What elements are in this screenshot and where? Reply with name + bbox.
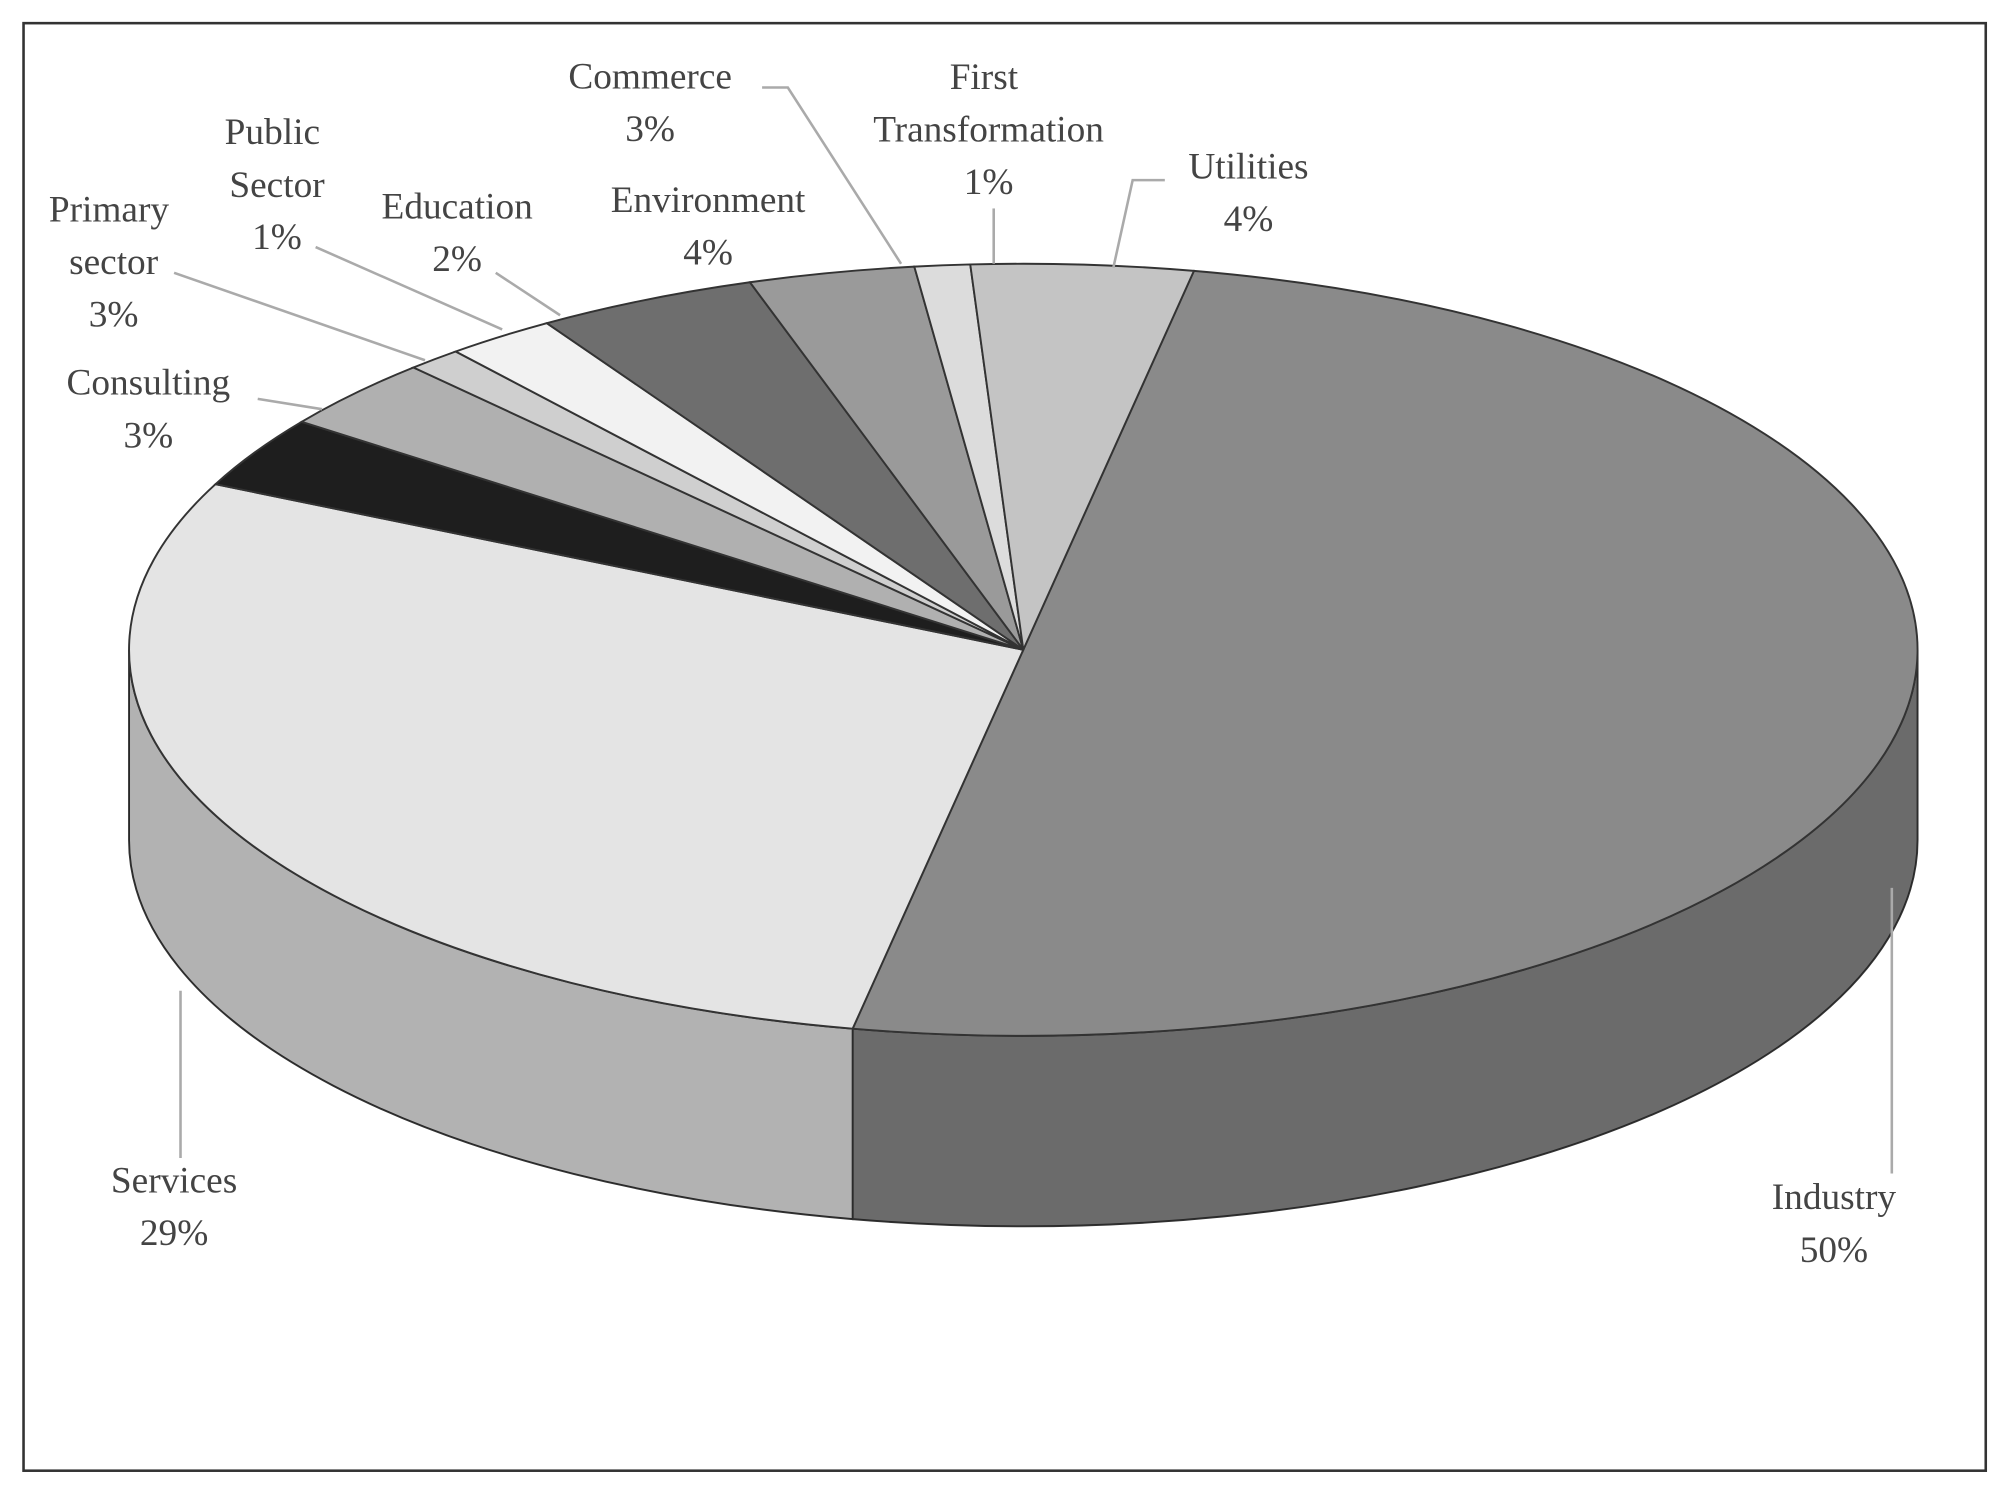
value-label: 1% (252, 217, 302, 258)
leader-line (1112, 178, 1165, 268)
value-label: 3% (123, 415, 173, 456)
leader-line (762, 86, 903, 265)
category-label: Education (382, 186, 534, 227)
category-label: Industry (1772, 1177, 1897, 1218)
labels: Industry 50% Services 29% Consulting 3% Primar… (49, 56, 1897, 1270)
value-label: 1% (964, 162, 1014, 203)
category-label: First Transformation (873, 56, 1104, 150)
slice (969, 262, 1196, 654)
slice-side-shade (852, 649, 1918, 1227)
category-label: Primary sector (49, 189, 178, 283)
value-label: 29% (140, 1213, 208, 1254)
category-label: Consulting (66, 363, 230, 404)
value-label: 3% (625, 109, 675, 150)
value-label: 3% (89, 294, 139, 335)
value-label: 4% (1224, 199, 1274, 240)
slice (128, 483, 1025, 1030)
value-label: 4% (683, 233, 733, 274)
category-label: Commerce (568, 56, 732, 97)
category-label: Environment (611, 180, 806, 221)
value-label: 2% (432, 239, 482, 280)
slice-side-shade (129, 649, 853, 1220)
leader-line (173, 271, 426, 362)
value-label: 50% (1800, 1230, 1868, 1271)
slice (853, 271, 1918, 1036)
leader-line (495, 271, 561, 317)
category-label: Utilities (1188, 146, 1308, 187)
category-label: Services (111, 1160, 237, 1201)
slice (544, 281, 1025, 651)
leader-line (257, 397, 323, 411)
leader-line (315, 245, 503, 331)
category-label: Public Sector (225, 112, 330, 206)
pie-tops (128, 262, 1918, 1036)
